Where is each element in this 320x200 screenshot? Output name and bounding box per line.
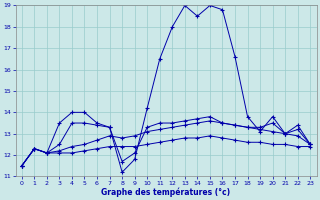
X-axis label: Graphe des températures (°c): Graphe des températures (°c): [101, 187, 231, 197]
